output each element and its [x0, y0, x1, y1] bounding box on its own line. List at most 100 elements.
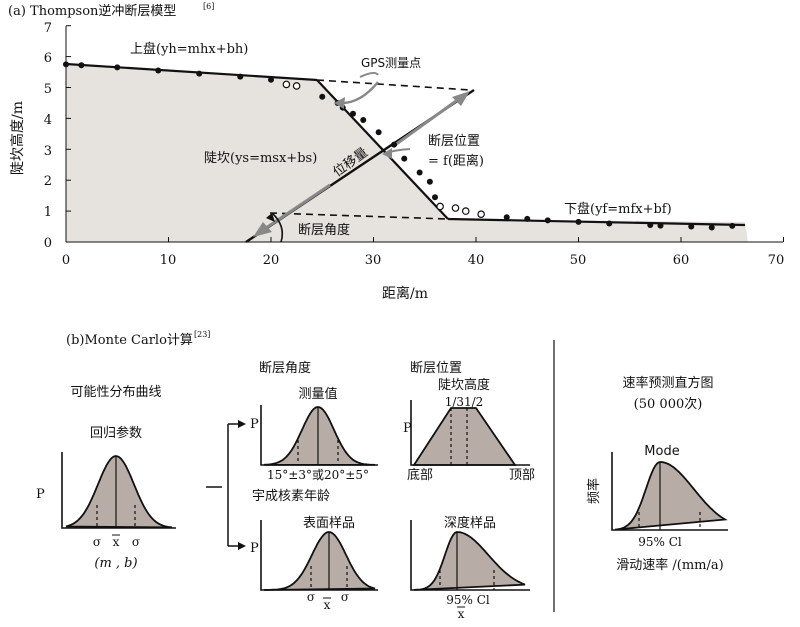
gps-point-filled [350, 110, 356, 117]
gps-point-filled [575, 218, 582, 225]
gps-point-filled [426, 178, 433, 185]
x-tick-label: 40 [468, 253, 485, 268]
gps-point-filled [729, 222, 736, 229]
scarp-height-label: 陡坎高度 [438, 377, 490, 393]
arrowhead-icon [238, 420, 246, 428]
gps-point-filled [375, 129, 382, 136]
depth-sample-distribution [410, 520, 530, 591]
fault-angle-distribution [260, 405, 378, 466]
fault-position-formula: = f(距离) [428, 153, 484, 169]
x-tick-label: 30 [365, 253, 382, 268]
x-tick-label: 70 [768, 253, 785, 268]
p-label: P [36, 487, 45, 502]
x-tick-label: 0 [62, 253, 70, 268]
gps-point-filled [237, 73, 244, 80]
gps-point-open [461, 207, 470, 215]
y-tick-label: 0 [44, 236, 52, 251]
p-label: P [403, 421, 412, 436]
frequency-label: 频率 [586, 478, 602, 504]
panel-axes [61, 452, 176, 529]
distribution-fill [263, 531, 376, 591]
fault-position-header: 断层位置 [410, 361, 462, 376]
gps-point-open [282, 80, 291, 89]
upper-projection-dashed [316, 79, 471, 91]
measured-label: 测量值 [298, 386, 337, 402]
panel-axes [410, 400, 530, 466]
gps-point-filled [360, 116, 367, 123]
arrowhead-icon [452, 91, 470, 106]
y-axis-label: 陡坎高度/m [9, 101, 26, 175]
y-tick-label: 6 [44, 51, 52, 66]
terrain-profile [66, 64, 748, 242]
bracket-connector [206, 423, 240, 547]
cosmo-age-label: 宇成核素年龄 [252, 489, 330, 504]
regression-distribution [61, 452, 176, 529]
lower-plate-label: 下盘(yf=mfx+bf) [564, 201, 672, 217]
rate-hist-title: 速率预测直方图 [622, 375, 713, 391]
gps-point-filled [78, 62, 85, 69]
arrowhead-icon [266, 213, 275, 222]
x-tick-label: 20 [263, 253, 280, 268]
gps-point-filled [196, 70, 203, 77]
gps-point-filled [606, 220, 613, 227]
ci-label: 95% Cl [638, 535, 682, 549]
gps-pointer-arrow [339, 81, 379, 105]
surface-sample-distribution [260, 520, 378, 591]
scarp-label: 陡坎(ys=msx+bs) [204, 151, 317, 166]
fault-angle-header: 断层角度 [259, 360, 311, 376]
panel-axes [410, 520, 530, 591]
fault-position-distribution [410, 400, 530, 466]
x-axis-label: 距离/m [382, 285, 428, 302]
gps-point-filled [155, 67, 162, 74]
gps-point-filled [708, 224, 715, 231]
x-tick-label: 50 [570, 253, 587, 268]
lower-plate-line [447, 217, 746, 227]
y-tick-label: 5 [44, 82, 52, 97]
gps-point-filled [647, 222, 654, 229]
panel-axes [260, 520, 378, 591]
upper-plate-line [65, 62, 318, 82]
fractions-label: 1/31/2 [445, 395, 484, 409]
gps-point-filled [503, 214, 510, 221]
fault-angle-label: 断层角度 [298, 222, 350, 238]
p-label: P [250, 541, 259, 556]
upper-displacement-arrow [394, 94, 464, 147]
arrowhead-icon [382, 148, 392, 159]
distribution-curves [61, 400, 728, 591]
slip-rate-distribution [611, 452, 728, 531]
gps-callout-line [359, 71, 379, 78]
panel-b-title-ref: [23] [194, 330, 210, 339]
y-tick-label: 2 [44, 174, 52, 189]
mode-label: Mode [644, 444, 679, 459]
distribution-fill [65, 455, 173, 529]
panel-a-title-ref: [6] [203, 2, 214, 11]
sigma-right-label: σ [132, 535, 140, 549]
rate-hist-count: (50 000次) [634, 396, 703, 412]
bottom-label: 底部 [407, 467, 433, 483]
panel-a-title: (a) Thompson逆冲断层模型 [8, 3, 176, 19]
gps-point-open [451, 204, 460, 212]
fault-angle-arc [271, 212, 284, 243]
panel-axes [611, 452, 728, 531]
y-tick-labels: 0 1 2 3 4 5 6 7 [44, 21, 52, 251]
displacement-arrows [259, 94, 464, 234]
ci-label: 95% Cl [446, 593, 490, 607]
projection-lines [269, 79, 471, 220]
gps-point-filled [432, 194, 438, 201]
lower-projection-dashed [269, 212, 449, 220]
prob-dist-label: 可能性分布曲线 [70, 385, 161, 400]
depth-sample-label: 深度样品 [444, 515, 496, 531]
x-tick-label: 60 [673, 253, 690, 268]
gps-point-open [292, 82, 301, 90]
y-tick-label: 4 [44, 113, 52, 128]
gps-label: GPS测量点 [361, 56, 421, 70]
p-label: P [250, 417, 259, 432]
gps-point-filled [268, 76, 274, 83]
y-tick-label: 3 [44, 144, 52, 159]
x-axis-ticks [65, 237, 784, 242]
y-tick-label: 1 [44, 205, 52, 220]
gps-point-filled [524, 215, 531, 222]
gps-point-filled [114, 64, 121, 71]
gps-point-filled [319, 93, 326, 100]
